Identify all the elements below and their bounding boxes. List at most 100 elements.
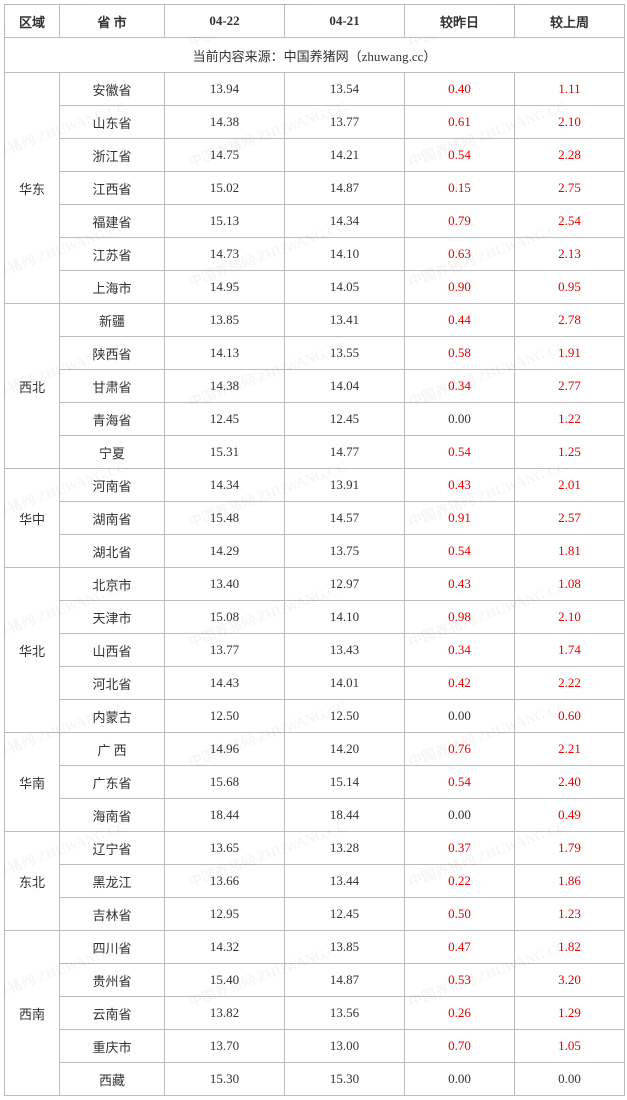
date2-cell: 14.87 (285, 964, 405, 997)
chg-week-cell: 2.21 (515, 733, 625, 766)
chg-week-cell: 1.22 (515, 403, 625, 436)
chg-day-cell: 0.40 (405, 73, 515, 106)
date1-cell: 14.43 (165, 667, 285, 700)
chg-week-cell: 0.95 (515, 271, 625, 304)
table-row: 华东安徽省13.9413.540.401.11 (5, 73, 625, 106)
region-cell: 华北 (5, 568, 60, 733)
date2-cell: 15.14 (285, 766, 405, 799)
date2-cell: 13.55 (285, 337, 405, 370)
chg-day-cell: 0.26 (405, 997, 515, 1030)
date2-cell: 14.21 (285, 139, 405, 172)
chg-week-cell: 2.13 (515, 238, 625, 271)
source-text: 当前内容来源：中国养猪网（zhuwang.cc） (5, 38, 625, 73)
province-cell: 云南省 (60, 997, 165, 1030)
date2-cell: 14.04 (285, 370, 405, 403)
date2-cell: 13.91 (285, 469, 405, 502)
chg-day-cell: 0.22 (405, 865, 515, 898)
chg-week-cell: 2.01 (515, 469, 625, 502)
table-row: 陕西省14.1313.550.581.91 (5, 337, 625, 370)
date2-cell: 14.10 (285, 601, 405, 634)
chg-day-cell: 0.15 (405, 172, 515, 205)
date2-cell: 14.01 (285, 667, 405, 700)
date2-cell: 13.54 (285, 73, 405, 106)
date2-cell: 13.56 (285, 997, 405, 1030)
date1-cell: 14.95 (165, 271, 285, 304)
table-row: 黑龙江13.6613.440.221.86 (5, 865, 625, 898)
province-cell: 吉林省 (60, 898, 165, 931)
province-cell: 广东省 (60, 766, 165, 799)
date2-cell: 13.85 (285, 931, 405, 964)
chg-week-cell: 1.11 (515, 73, 625, 106)
chg-week-cell: 1.74 (515, 634, 625, 667)
date1-cell: 12.95 (165, 898, 285, 931)
date2-cell: 13.43 (285, 634, 405, 667)
province-cell: 四川省 (60, 931, 165, 964)
province-cell: 重庆市 (60, 1030, 165, 1063)
province-cell: 湖北省 (60, 535, 165, 568)
date1-cell: 15.31 (165, 436, 285, 469)
date2-cell: 13.00 (285, 1030, 405, 1063)
chg-week-cell: 0.60 (515, 700, 625, 733)
date1-cell: 13.40 (165, 568, 285, 601)
province-cell: 北京市 (60, 568, 165, 601)
header-row: 区域 省 市 04-22 04-21 较昨日 较上周 (5, 5, 625, 38)
table-row: 江苏省14.7314.100.632.13 (5, 238, 625, 271)
chg-day-cell: 0.53 (405, 964, 515, 997)
price-table: 区域 省 市 04-22 04-21 较昨日 较上周 当前内容来源：中国养猪网（… (4, 4, 625, 1096)
table-row: 华中河南省14.3413.910.432.01 (5, 469, 625, 502)
chg-day-cell: 0.00 (405, 700, 515, 733)
table-row: 湖北省14.2913.750.541.81 (5, 535, 625, 568)
table-row: 云南省13.8213.560.261.29 (5, 997, 625, 1030)
chg-day-cell: 0.43 (405, 469, 515, 502)
chg-day-cell: 0.43 (405, 568, 515, 601)
date2-cell: 12.50 (285, 700, 405, 733)
province-cell: 山东省 (60, 106, 165, 139)
table-row: 上海市14.9514.050.900.95 (5, 271, 625, 304)
date2-cell: 14.05 (285, 271, 405, 304)
date2-cell: 14.87 (285, 172, 405, 205)
date2-cell: 14.20 (285, 733, 405, 766)
province-cell: 浙江省 (60, 139, 165, 172)
table-row: 华北北京市13.4012.970.431.08 (5, 568, 625, 601)
province-cell: 天津市 (60, 601, 165, 634)
chg-day-cell: 0.00 (405, 1063, 515, 1096)
chg-week-cell: 2.40 (515, 766, 625, 799)
province-cell: 安徽省 (60, 73, 165, 106)
chg-week-cell: 1.05 (515, 1030, 625, 1063)
table-row: 浙江省14.7514.210.542.28 (5, 139, 625, 172)
province-cell: 黑龙江 (60, 865, 165, 898)
chg-week-cell: 1.79 (515, 832, 625, 865)
region-cell: 华南 (5, 733, 60, 832)
province-cell: 河北省 (60, 667, 165, 700)
chg-week-cell: 3.20 (515, 964, 625, 997)
province-cell: 海南省 (60, 799, 165, 832)
date2-cell: 14.77 (285, 436, 405, 469)
chg-day-cell: 0.54 (405, 766, 515, 799)
date1-cell: 14.32 (165, 931, 285, 964)
province-cell: 河南省 (60, 469, 165, 502)
chg-day-cell: 0.00 (405, 403, 515, 436)
chg-day-cell: 0.76 (405, 733, 515, 766)
region-cell: 东北 (5, 832, 60, 931)
chg-day-cell: 0.98 (405, 601, 515, 634)
chg-week-cell: 1.86 (515, 865, 625, 898)
date1-cell: 15.08 (165, 601, 285, 634)
province-cell: 上海市 (60, 271, 165, 304)
date2-cell: 14.10 (285, 238, 405, 271)
date1-cell: 14.34 (165, 469, 285, 502)
date1-cell: 15.68 (165, 766, 285, 799)
date2-cell: 15.30 (285, 1063, 405, 1096)
table-row: 宁夏15.3114.770.541.25 (5, 436, 625, 469)
chg-day-cell: 0.42 (405, 667, 515, 700)
header-chg-week: 较上周 (515, 5, 625, 38)
chg-week-cell: 0.49 (515, 799, 625, 832)
province-cell: 甘肃省 (60, 370, 165, 403)
date2-cell: 13.75 (285, 535, 405, 568)
table-row: 甘肃省14.3814.040.342.77 (5, 370, 625, 403)
chg-week-cell: 0.00 (515, 1063, 625, 1096)
table-row: 山东省14.3813.770.612.10 (5, 106, 625, 139)
chg-week-cell: 1.23 (515, 898, 625, 931)
table-row: 湖南省15.4814.570.912.57 (5, 502, 625, 535)
date1-cell: 13.82 (165, 997, 285, 1030)
chg-day-cell: 0.70 (405, 1030, 515, 1063)
